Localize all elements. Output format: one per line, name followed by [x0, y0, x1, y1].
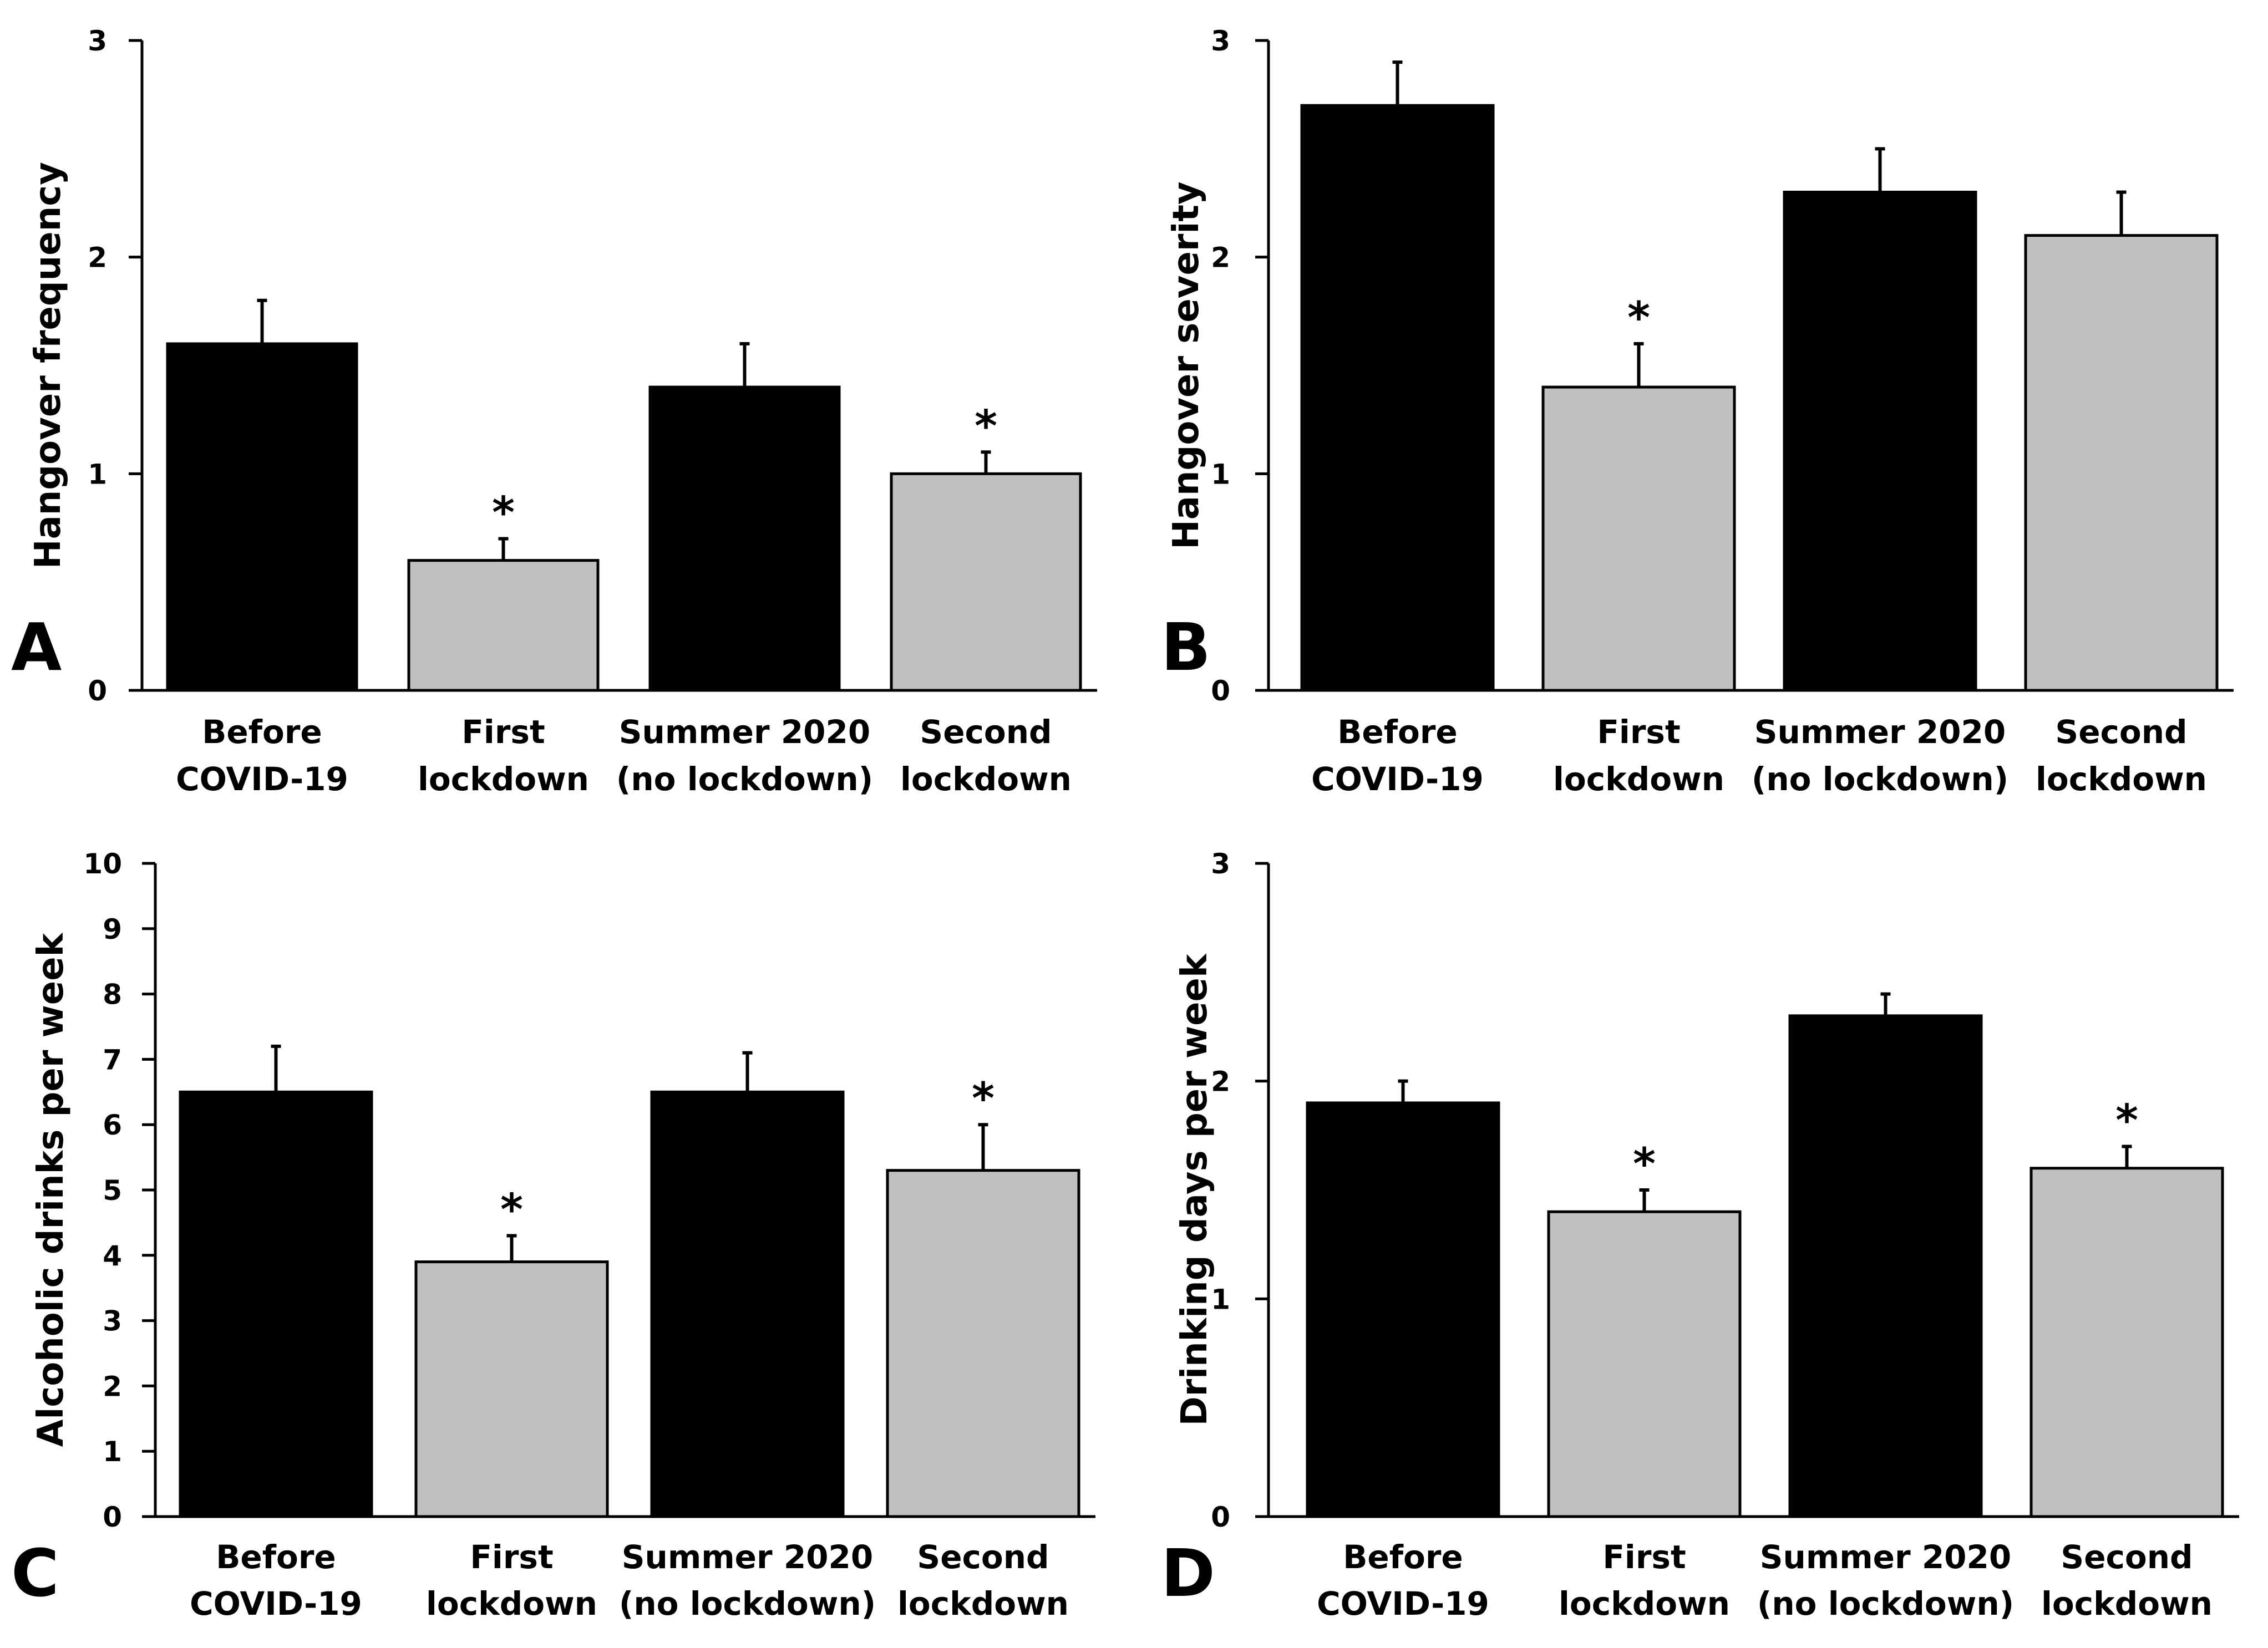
- bar: [1788, 1014, 1983, 1518]
- y-tick-label: 3: [103, 1305, 122, 1337]
- y-tick-label: 3: [1211, 25, 1230, 57]
- bar: [1306, 1101, 1500, 1518]
- y-tick-label: 2: [1211, 1066, 1230, 1098]
- category-label: (no lockdown): [1757, 1585, 2014, 1622]
- category-label: COVID-19: [190, 1585, 362, 1622]
- category-label: First: [1602, 1538, 1686, 1576]
- significance-marker: *: [500, 1185, 523, 1235]
- y-tick-label: 8: [103, 979, 122, 1011]
- category-label: (no lockdown): [616, 760, 873, 798]
- bar: [1547, 1210, 1742, 1518]
- y-tick-label: 4: [103, 1240, 122, 1272]
- y-axis-title: Alcoholic drinks per week: [31, 932, 72, 1447]
- significance-marker: *: [975, 401, 997, 451]
- bar: [890, 472, 1082, 692]
- category-label: lockdown: [2041, 1585, 2213, 1622]
- category-label: Second: [920, 713, 1052, 751]
- bar: [1783, 190, 1977, 692]
- category-label: lockdown: [2036, 760, 2207, 798]
- y-tick-label: 10: [83, 848, 122, 880]
- y-tick-label: 7: [103, 1044, 122, 1076]
- bar: [2029, 1167, 2224, 1518]
- y-tick-label: 2: [103, 1370, 122, 1402]
- category-label: lockdown: [897, 1585, 1069, 1622]
- panel-letter: B: [1161, 609, 1211, 685]
- category-label: Before: [1337, 713, 1458, 751]
- panel-b: Before COVID-19 * First lockdown Summer 2020 (…: [1161, 25, 2234, 798]
- panel-letter: A: [11, 609, 62, 685]
- category-label: lockdown: [426, 1585, 597, 1622]
- y-axis-title: Drinking days per week: [1174, 953, 1215, 1426]
- category-label: Before: [216, 1538, 336, 1576]
- bar: [648, 385, 841, 692]
- significance-marker: *: [1627, 293, 1650, 343]
- significance-marker: *: [492, 489, 515, 538]
- category-label: COVID-19: [1317, 1585, 1489, 1622]
- category-label: lockdown: [900, 760, 1072, 798]
- category-label: (no lockdown): [619, 1585, 876, 1622]
- bar: [407, 559, 600, 692]
- bar: [2024, 234, 2219, 692]
- category-label: Summer 2020: [1760, 1538, 2012, 1576]
- bar: [179, 1090, 373, 1518]
- category-label: Second: [2061, 1538, 2193, 1576]
- category-label: First: [1597, 713, 1680, 751]
- category-label: First: [461, 713, 545, 751]
- y-tick-label: 0: [1211, 675, 1230, 707]
- category-label: Before: [1343, 1538, 1463, 1576]
- y-tick-label: 2: [88, 242, 107, 274]
- panel-letter: D: [1161, 1535, 1215, 1611]
- y-axis-title: Hangover frequency: [28, 162, 69, 569]
- y-tick-label: 1: [1211, 1283, 1230, 1315]
- y-tick-label: 1: [88, 458, 107, 490]
- bar: [886, 1169, 1080, 1518]
- y-tick-label: 5: [103, 1174, 122, 1207]
- bar: [166, 342, 358, 692]
- panel-d: Before COVID-19 * First lockdown Summer 2020 (…: [1161, 848, 2239, 1622]
- category-label: COVID-19: [176, 760, 348, 798]
- bar: [650, 1090, 845, 1518]
- category-label: COVID-19: [1311, 760, 1484, 798]
- category-label: lockdown: [418, 760, 589, 798]
- significance-marker: *: [2115, 1096, 2138, 1146]
- category-label: lockdown: [1559, 1585, 1730, 1622]
- y-tick-label: 0: [1211, 1501, 1230, 1533]
- y-tick-label: 2: [1211, 242, 1230, 274]
- y-tick-label: 0: [88, 675, 107, 707]
- category-label: First: [470, 1538, 553, 1576]
- y-tick-label: 1: [1211, 458, 1230, 490]
- bar: [1300, 104, 1495, 692]
- y-tick-label: 6: [103, 1109, 122, 1141]
- bar: [414, 1260, 609, 1518]
- panel-a: Before COVID-19 * First lockdown Summer 2020 (…: [11, 25, 1097, 798]
- category-label: (no lockdown): [1752, 760, 2008, 798]
- category-label: Second: [917, 1538, 1049, 1576]
- panel-c: Before COVID-19 * First lockdown Summer 2020 (…: [11, 848, 1095, 1622]
- y-tick-label: 0: [103, 1501, 122, 1533]
- panel-letter: C: [11, 1535, 59, 1611]
- y-tick-label: 9: [103, 913, 122, 945]
- y-tick-label: 1: [103, 1436, 122, 1468]
- significance-marker: *: [972, 1074, 995, 1124]
- category-label: lockdown: [1553, 760, 1724, 798]
- y-tick-label: 3: [1211, 848, 1230, 880]
- category-label: Summer 2020: [619, 713, 871, 751]
- category-label: Second: [2055, 713, 2187, 751]
- y-axis-title: Hangover severity: [1166, 181, 1207, 550]
- bar: [1541, 385, 1736, 692]
- y-tick-label: 3: [88, 25, 107, 57]
- category-label: Summer 2020: [1754, 713, 2006, 751]
- category-label: Summer 2020: [622, 1538, 874, 1576]
- significance-marker: *: [1633, 1140, 1656, 1189]
- category-label: Before: [202, 713, 322, 751]
